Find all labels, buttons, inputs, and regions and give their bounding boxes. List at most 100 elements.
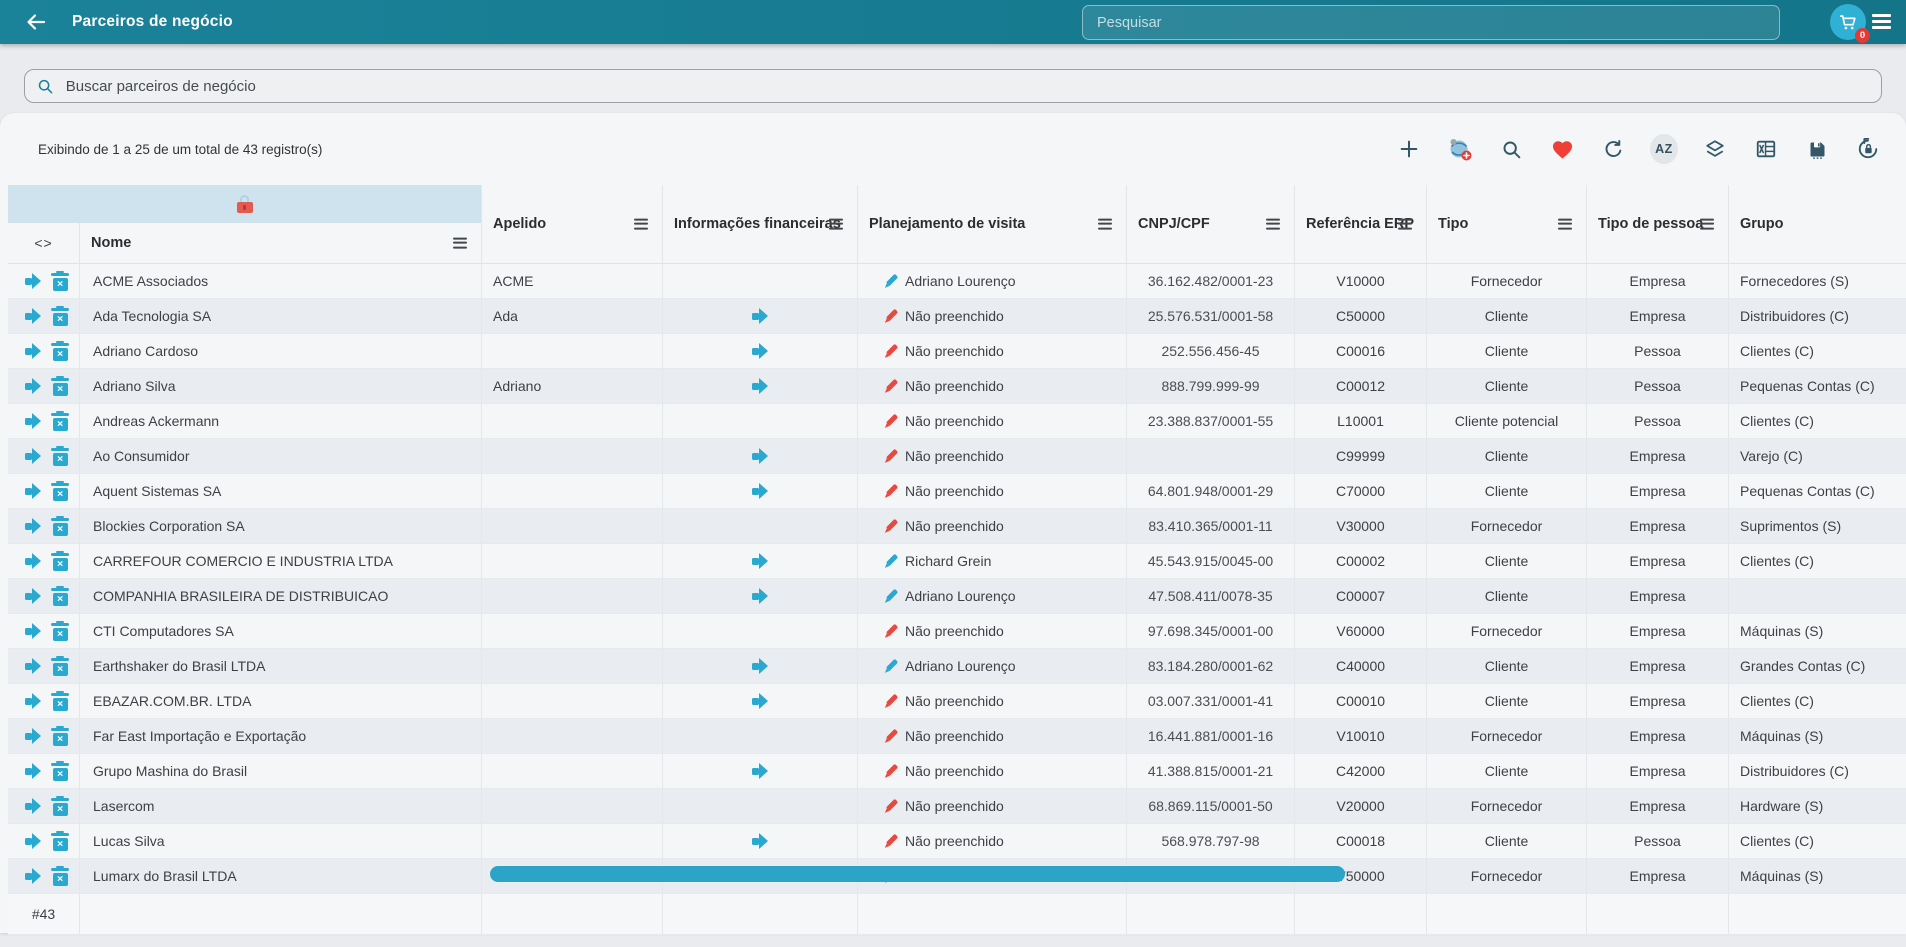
cart-button[interactable]: 0 [1830,4,1866,40]
sort-button[interactable]: AZ [1650,135,1678,163]
partner-name-cell[interactable]: Aquent Sistemas SA [79,474,481,508]
open-record-icon[interactable] [25,868,41,884]
catalog-button[interactable] [1446,135,1474,163]
open-record-icon[interactable] [25,728,41,744]
lock-reset-button[interactable] [1854,135,1882,163]
open-record-icon[interactable] [25,833,41,849]
column-menu-icon[interactable] [1098,219,1112,230]
partner-name-cell[interactable]: Adriano Silva [79,369,481,403]
financial-info-icon[interactable] [752,833,768,849]
open-record-icon[interactable] [25,693,41,709]
partner-name-cell[interactable]: COMPANHIA BRASILEIRA DE DISTRIBUICAO [79,579,481,613]
menu-button[interactable] [1872,14,1891,29]
delete-record-icon[interactable]: × [51,831,69,852]
open-record-icon[interactable] [25,763,41,779]
delete-record-icon[interactable]: × [51,341,69,362]
financial-info-icon[interactable] [752,378,768,394]
save-button[interactable] [1803,135,1831,163]
financial-info-icon[interactable] [752,588,768,604]
delete-record-icon[interactable]: × [51,656,69,677]
edit-visit-plan-icon[interactable] [883,833,899,849]
financial-info-icon[interactable] [752,308,768,324]
delete-record-icon[interactable]: × [51,621,69,642]
delete-record-icon[interactable]: × [51,761,69,782]
column-menu-icon[interactable] [1266,219,1280,230]
partner-search-input[interactable] [64,77,1869,96]
open-record-icon[interactable] [25,588,41,604]
delete-record-icon[interactable]: × [51,551,69,572]
header-tipo-de-pessoa[interactable]: Tipo de pessoa [1586,185,1728,263]
open-record-icon[interactable] [25,413,41,429]
delete-record-icon[interactable]: × [51,866,69,887]
search-button[interactable] [1497,135,1525,163]
open-record-icon[interactable] [25,553,41,569]
edit-visit-plan-icon[interactable] [883,308,899,324]
edit-visit-plan-icon[interactable] [883,378,899,394]
partner-name-cell[interactable]: Ada Tecnologia SA [79,299,481,333]
back-button[interactable] [14,0,58,44]
partner-name-cell[interactable]: Earthshaker do Brasil LTDA [79,649,481,683]
delete-record-icon[interactable]: × [51,271,69,292]
delete-record-icon[interactable]: × [51,411,69,432]
edit-visit-plan-icon[interactable] [883,448,899,464]
edit-visit-plan-icon[interactable] [883,693,899,709]
delete-record-icon[interactable]: × [51,481,69,502]
header-informacoes-financeiras[interactable]: Informações financeiras [662,185,857,263]
partner-name-cell[interactable]: Blockies Corporation SA [79,509,481,543]
edit-visit-plan-icon[interactable] [883,413,899,429]
header-planejamento-de-visita[interactable]: Planejamento de visita [857,185,1126,263]
edit-visit-plan-icon[interactable] [883,623,899,639]
edit-visit-plan-icon[interactable] [883,588,899,604]
partner-name-cell[interactable]: ACME Associados [79,264,481,298]
column-menu-icon[interactable] [634,219,648,230]
column-menu-icon[interactable] [829,219,843,230]
header-referencia-erp[interactable]: Referência ERP [1294,185,1426,263]
financial-info-icon[interactable] [752,553,768,569]
partner-name-cell[interactable]: EBAZAR.COM.BR. LTDA [79,684,481,718]
column-menu-icon[interactable] [1558,219,1572,230]
financial-info-icon[interactable] [752,448,768,464]
open-record-icon[interactable] [25,448,41,464]
edit-visit-plan-icon[interactable] [883,518,899,534]
header-cnpj-cpf[interactable]: CNPJ/CPF [1126,185,1294,263]
partner-name-cell[interactable]: Far East Importação e Exportação [79,719,481,753]
open-record-icon[interactable] [25,798,41,814]
delete-record-icon[interactable]: × [51,516,69,537]
edit-visit-plan-icon[interactable] [883,343,899,359]
delete-record-icon[interactable]: × [51,306,69,327]
open-record-icon[interactable] [25,623,41,639]
partner-name-cell[interactable]: Andreas Ackermann [79,404,481,438]
add-button[interactable] [1395,135,1423,163]
financial-info-icon[interactable] [752,343,768,359]
edit-visit-plan-icon[interactable] [883,798,899,814]
column-menu-icon[interactable] [1700,219,1714,230]
financial-info-icon[interactable] [752,483,768,499]
delete-record-icon[interactable]: × [51,796,69,817]
partner-name-cell[interactable]: Grupo Mashina do Brasil [79,754,481,788]
refresh-button[interactable] [1599,135,1627,163]
layers-button[interactable] [1701,135,1729,163]
column-menu-icon[interactable] [453,238,467,249]
partner-name-cell[interactable]: Lasercom [79,789,481,823]
open-record-icon[interactable] [25,343,41,359]
edit-visit-plan-icon[interactable] [883,658,899,674]
partner-name-cell[interactable]: CARREFOUR COMERCIO E INDUSTRIA LTDA [79,544,481,578]
header-nome[interactable]: Nome [79,223,481,263]
financial-info-icon[interactable] [752,763,768,779]
delete-record-icon[interactable]: × [51,691,69,712]
header-grupo[interactable]: Grupo [1728,185,1906,263]
favorites-button[interactable] [1548,135,1576,163]
global-search-input[interactable] [1083,15,1779,31]
header-apelido[interactable]: Apelido [481,185,662,263]
column-menu-icon[interactable] [1398,219,1412,230]
header-tipo[interactable]: Tipo [1426,185,1586,263]
financial-info-icon[interactable] [752,658,768,674]
partner-name-cell[interactable]: Adriano Cardoso [79,334,481,368]
partner-name-cell[interactable]: Lumarx do Brasil LTDA [79,859,481,893]
open-record-icon[interactable] [25,308,41,324]
delete-record-icon[interactable]: × [51,586,69,607]
export-excel-button[interactable] [1752,135,1780,163]
delete-record-icon[interactable]: × [51,376,69,397]
open-record-icon[interactable] [25,378,41,394]
financial-info-icon[interactable] [752,693,768,709]
